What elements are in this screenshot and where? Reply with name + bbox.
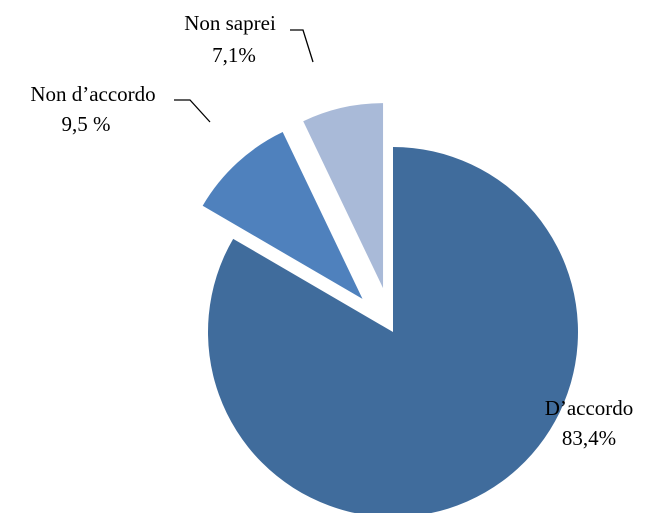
slice-value-daccordo: 83,4% (562, 426, 616, 450)
leader-lines-layer (174, 29, 314, 123)
slice-daccordo (208, 147, 578, 513)
slice-label-daccordo: D’accordo (545, 396, 634, 420)
slice-label-non-daccordo: Non d’accordo (30, 82, 155, 106)
leader-line-non-saprei (290, 29, 314, 63)
leader-line-non-daccordo (174, 99, 211, 123)
slice-non-saprei (303, 103, 384, 289)
slice-label-non-saprei: Non saprei (184, 11, 276, 35)
slice-value-non-daccordo: 9,5 % (62, 112, 111, 136)
slice-value-non-saprei: 7,1% (212, 43, 256, 67)
slices-layer (202, 103, 578, 513)
labels-layer: Non saprei 7,1% Non d’accordo 9,5 % D’ac… (30, 11, 633, 450)
slice-non-daccordo (202, 132, 363, 299)
